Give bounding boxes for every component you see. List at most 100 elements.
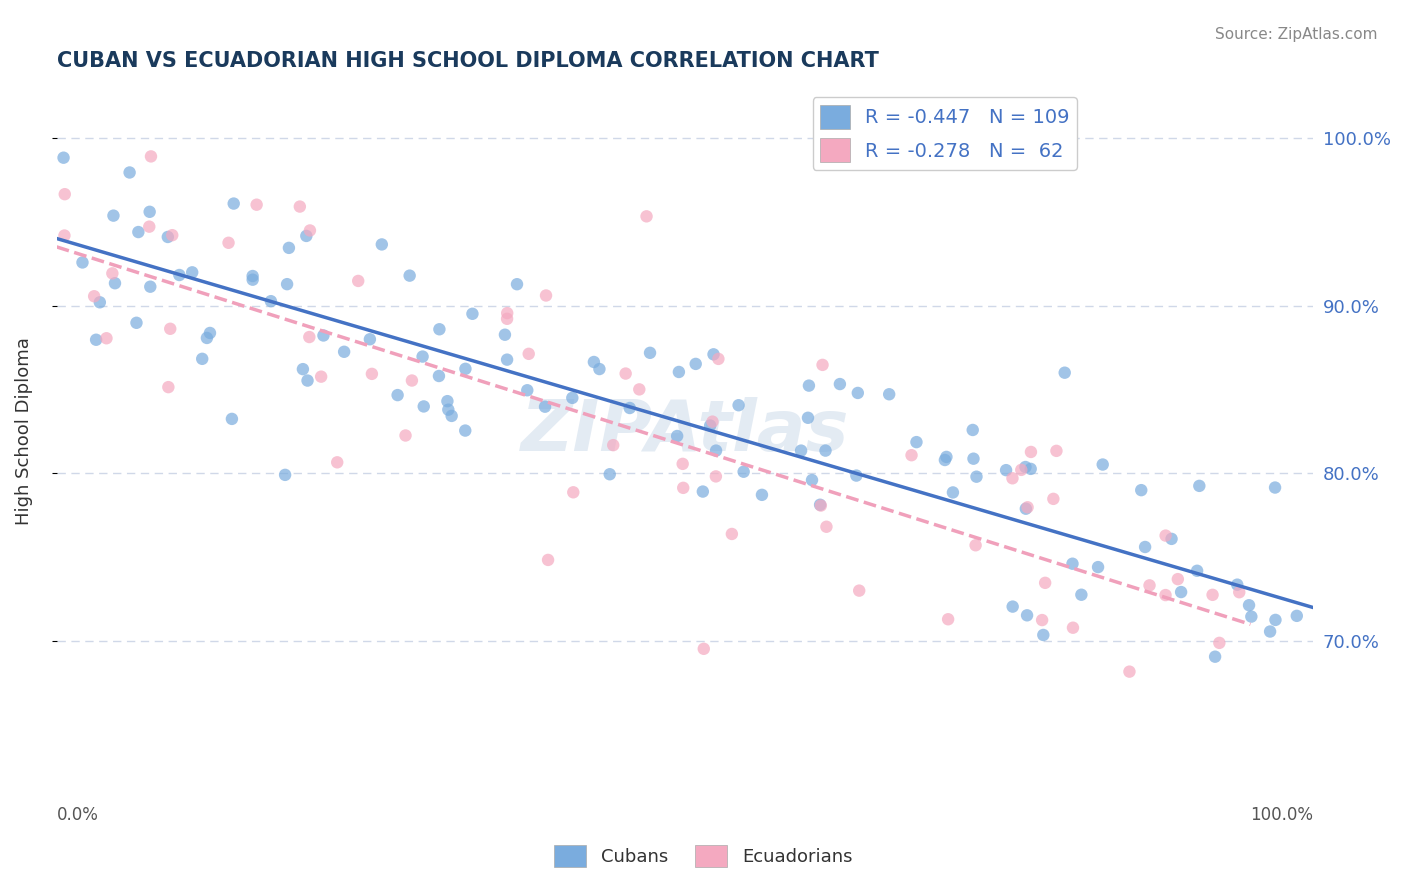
Point bbox=[672, 457, 695, 471]
Point bbox=[139, 279, 162, 293]
Point bbox=[704, 443, 727, 458]
Point bbox=[962, 451, 984, 466]
Point bbox=[1237, 598, 1260, 612]
Point bbox=[811, 358, 834, 372]
Point bbox=[1240, 609, 1263, 624]
Point bbox=[359, 332, 381, 346]
Point bbox=[934, 453, 956, 467]
Point bbox=[638, 346, 661, 360]
Point bbox=[702, 347, 724, 361]
Point bbox=[561, 391, 583, 405]
Point bbox=[1170, 585, 1192, 599]
Point bbox=[877, 387, 900, 401]
Point bbox=[89, 295, 111, 310]
Text: 100.0%: 100.0% bbox=[1250, 805, 1313, 823]
Point bbox=[127, 225, 149, 239]
Point bbox=[77, 66, 100, 80]
Point bbox=[1015, 501, 1038, 516]
Point bbox=[277, 241, 299, 255]
Point bbox=[685, 357, 707, 371]
Point bbox=[242, 273, 264, 287]
Point bbox=[1014, 460, 1036, 475]
Point bbox=[845, 468, 868, 483]
Point bbox=[427, 369, 450, 384]
Point bbox=[1015, 608, 1038, 623]
Point bbox=[1264, 481, 1286, 495]
Point bbox=[1185, 564, 1208, 578]
Point bbox=[298, 223, 321, 237]
Point bbox=[1045, 443, 1067, 458]
Point bbox=[942, 485, 965, 500]
Point bbox=[965, 538, 987, 552]
Text: Source: ZipAtlas.com: Source: ZipAtlas.com bbox=[1215, 27, 1378, 42]
Point bbox=[361, 367, 384, 381]
Point bbox=[494, 327, 516, 342]
Point bbox=[1160, 532, 1182, 546]
Point bbox=[198, 326, 221, 340]
Point bbox=[1062, 621, 1084, 635]
Point bbox=[1227, 585, 1250, 599]
Point bbox=[84, 333, 107, 347]
Point bbox=[260, 294, 283, 309]
Point bbox=[828, 377, 851, 392]
Point bbox=[995, 463, 1018, 477]
Point bbox=[1154, 528, 1177, 542]
Point bbox=[118, 165, 141, 179]
Point bbox=[702, 415, 724, 429]
Point bbox=[936, 612, 959, 626]
Point bbox=[139, 149, 162, 163]
Point bbox=[1032, 628, 1054, 642]
Point bbox=[815, 520, 838, 534]
Point bbox=[53, 228, 76, 243]
Point bbox=[398, 268, 420, 283]
Point bbox=[733, 465, 755, 479]
Point bbox=[401, 374, 423, 388]
Point bbox=[692, 484, 714, 499]
Point bbox=[1042, 491, 1064, 506]
Point bbox=[693, 641, 716, 656]
Point bbox=[619, 401, 641, 415]
Point bbox=[436, 394, 458, 409]
Point bbox=[288, 200, 311, 214]
Point bbox=[808, 498, 831, 512]
Point bbox=[1091, 458, 1114, 472]
Point bbox=[810, 499, 832, 513]
Point bbox=[801, 473, 824, 487]
Point bbox=[440, 409, 463, 423]
Point bbox=[454, 424, 477, 438]
Point bbox=[1031, 613, 1053, 627]
Point bbox=[347, 274, 370, 288]
Point bbox=[437, 402, 460, 417]
Point bbox=[53, 187, 76, 202]
Point bbox=[138, 204, 160, 219]
Point bbox=[83, 289, 105, 303]
Point bbox=[461, 307, 484, 321]
Point bbox=[52, 151, 75, 165]
Point bbox=[517, 347, 540, 361]
Point bbox=[387, 388, 409, 402]
Point bbox=[905, 435, 928, 450]
Point bbox=[195, 331, 218, 345]
Point bbox=[309, 369, 332, 384]
Point bbox=[1258, 624, 1281, 639]
Point bbox=[1188, 479, 1211, 493]
Point bbox=[602, 438, 624, 452]
Point bbox=[751, 488, 773, 502]
Point bbox=[312, 328, 335, 343]
Point bbox=[371, 237, 394, 252]
Point bbox=[707, 351, 730, 366]
Point bbox=[162, 228, 184, 243]
Point bbox=[935, 450, 957, 464]
Point bbox=[668, 365, 690, 379]
Point bbox=[1087, 560, 1109, 574]
Point bbox=[1010, 463, 1032, 477]
Point bbox=[966, 469, 988, 483]
Point bbox=[1167, 572, 1189, 586]
Point bbox=[516, 384, 538, 398]
Point bbox=[291, 362, 314, 376]
Point bbox=[599, 467, 621, 482]
Point bbox=[104, 277, 127, 291]
Point bbox=[797, 410, 820, 425]
Point bbox=[221, 412, 243, 426]
Point bbox=[1019, 445, 1042, 459]
